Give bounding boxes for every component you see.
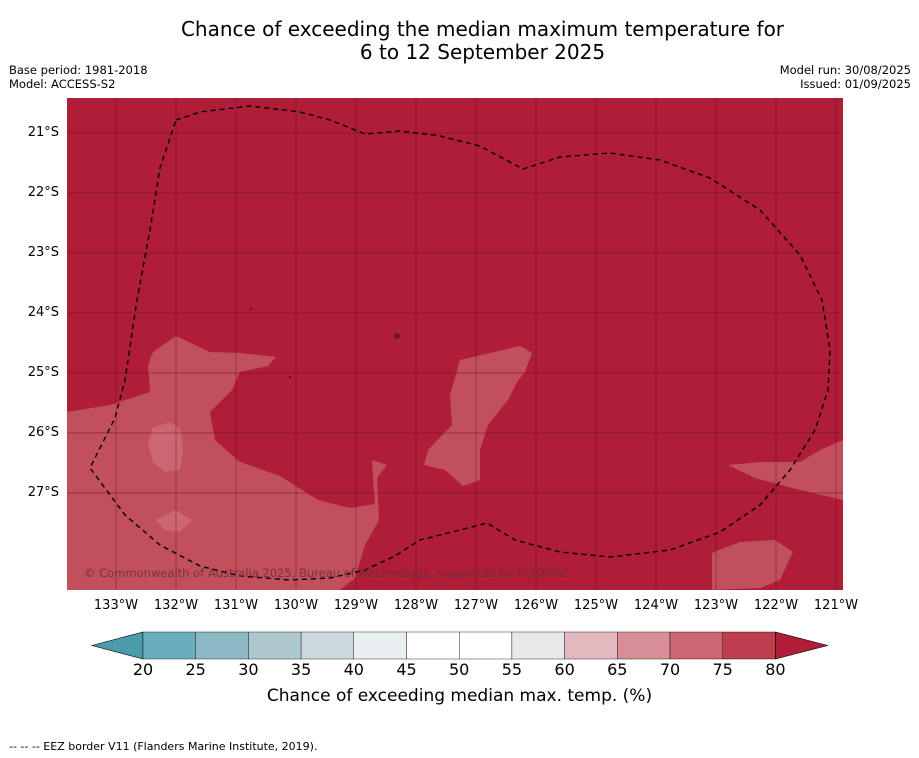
shade-region-east <box>728 440 843 500</box>
colorbar <box>90 631 829 660</box>
eez-footer-note: -- -- -- EEZ border V11 (Flanders Marine… <box>9 740 318 753</box>
colorbar-tick-label: 50 <box>449 660 470 679</box>
longitude-label: 133°W <box>93 598 139 613</box>
map-title: Chance of exceeding the median maximum t… <box>0 18 919 64</box>
longitude-label: 132°W <box>153 598 199 613</box>
model-name: Model: ACCESS-S2 <box>9 77 116 91</box>
colorbar-swatch <box>459 631 513 660</box>
shade-pocket-2 <box>156 510 192 532</box>
colorbar-swatch <box>406 631 460 660</box>
copyright-notice: © Commonwealth of Australia 2025, Bureau… <box>84 566 569 580</box>
colorbar-tick-label: 55 <box>501 660 523 679</box>
shade-region-central <box>424 346 532 486</box>
model-run: Model run: 30/08/2025 <box>779 63 911 77</box>
colorbar-swatch <box>669 631 723 660</box>
colorbar-title: Chance of exceeding median max. temp. (%… <box>266 686 653 706</box>
island-marker <box>394 333 400 339</box>
meta-left: Base period: 1981-2018 Model: ACCESS-S2 <box>9 63 148 91</box>
base-period: Base period: 1981-2018 <box>9 63 148 77</box>
colorbar-swatch <box>511 631 565 660</box>
longitude-label: 129°W <box>333 598 379 613</box>
shade-region-west <box>67 336 387 590</box>
colorbar-swatch <box>142 631 196 660</box>
title-line-2: 6 to 12 September 2025 <box>359 40 606 64</box>
colorbar-tick-label: 40 <box>343 660 364 679</box>
longitude-label: 130°W <box>273 598 319 613</box>
shade-pocket-1 <box>148 422 183 472</box>
longitude-label: 124°W <box>633 598 679 613</box>
longitude-label: 123°W <box>693 598 739 613</box>
colorbar-swatch <box>248 631 302 660</box>
latitude-label: 24°S <box>27 305 59 320</box>
graticule <box>67 98 843 590</box>
longitude-label: 122°W <box>753 598 799 613</box>
latitude-label: 27°S <box>27 485 59 500</box>
colorbar-tick-label: 45 <box>396 660 417 679</box>
colorbar-tick-label: 80 <box>765 660 786 679</box>
longitude-label: 125°W <box>573 598 619 613</box>
colorbar-swatch <box>353 631 407 660</box>
colorbar-swatch <box>722 631 776 660</box>
latitude-label: 21°S <box>27 125 59 140</box>
colorbar-under-arrow <box>90 631 144 660</box>
meta-right: Model run: 30/08/2025 Issued: 01/09/2025 <box>780 63 911 91</box>
colorbar-tick-label: 35 <box>290 660 312 679</box>
colorbar-swatch <box>617 631 671 660</box>
latitude-label: 25°S <box>27 365 59 380</box>
island-dot <box>250 308 252 310</box>
longitude-label: 128°W <box>393 598 439 613</box>
colorbar-tick-label: 70 <box>659 660 681 679</box>
eez-border <box>89 105 831 581</box>
colorbar-tick-label: 75 <box>712 660 733 679</box>
colorbar-swatch <box>195 631 249 660</box>
longitude-label: 127°W <box>453 598 499 613</box>
longitude-label: 126°W <box>513 598 559 613</box>
colorbar-tick-label: 30 <box>238 660 259 679</box>
colorbar-tick-label: 25 <box>185 660 206 679</box>
latitude-label: 26°S <box>27 425 59 440</box>
longitude-label: 131°W <box>213 598 259 613</box>
latitude-label: 22°S <box>27 185 59 200</box>
colorbar-swatch <box>300 631 355 660</box>
title-line-1: Chance of exceeding the median maximum t… <box>180 17 785 41</box>
shade-region-southwest <box>67 570 95 590</box>
shade-region-southeast <box>712 540 793 590</box>
colorbar-swatch <box>564 631 618 660</box>
island-dot <box>289 376 291 378</box>
colorbar-tick-label: 60 <box>554 660 575 679</box>
colorbar-tick-label: 20 <box>132 660 154 679</box>
longitude-label: 121°W <box>813 598 859 613</box>
latitude-label: 23°S <box>27 245 59 260</box>
issued-date: Issued: 01/09/2025 <box>800 77 911 91</box>
map-area <box>67 98 843 590</box>
colorbar-over-arrow <box>775 631 829 660</box>
colorbar-tick-label: 65 <box>607 660 628 679</box>
